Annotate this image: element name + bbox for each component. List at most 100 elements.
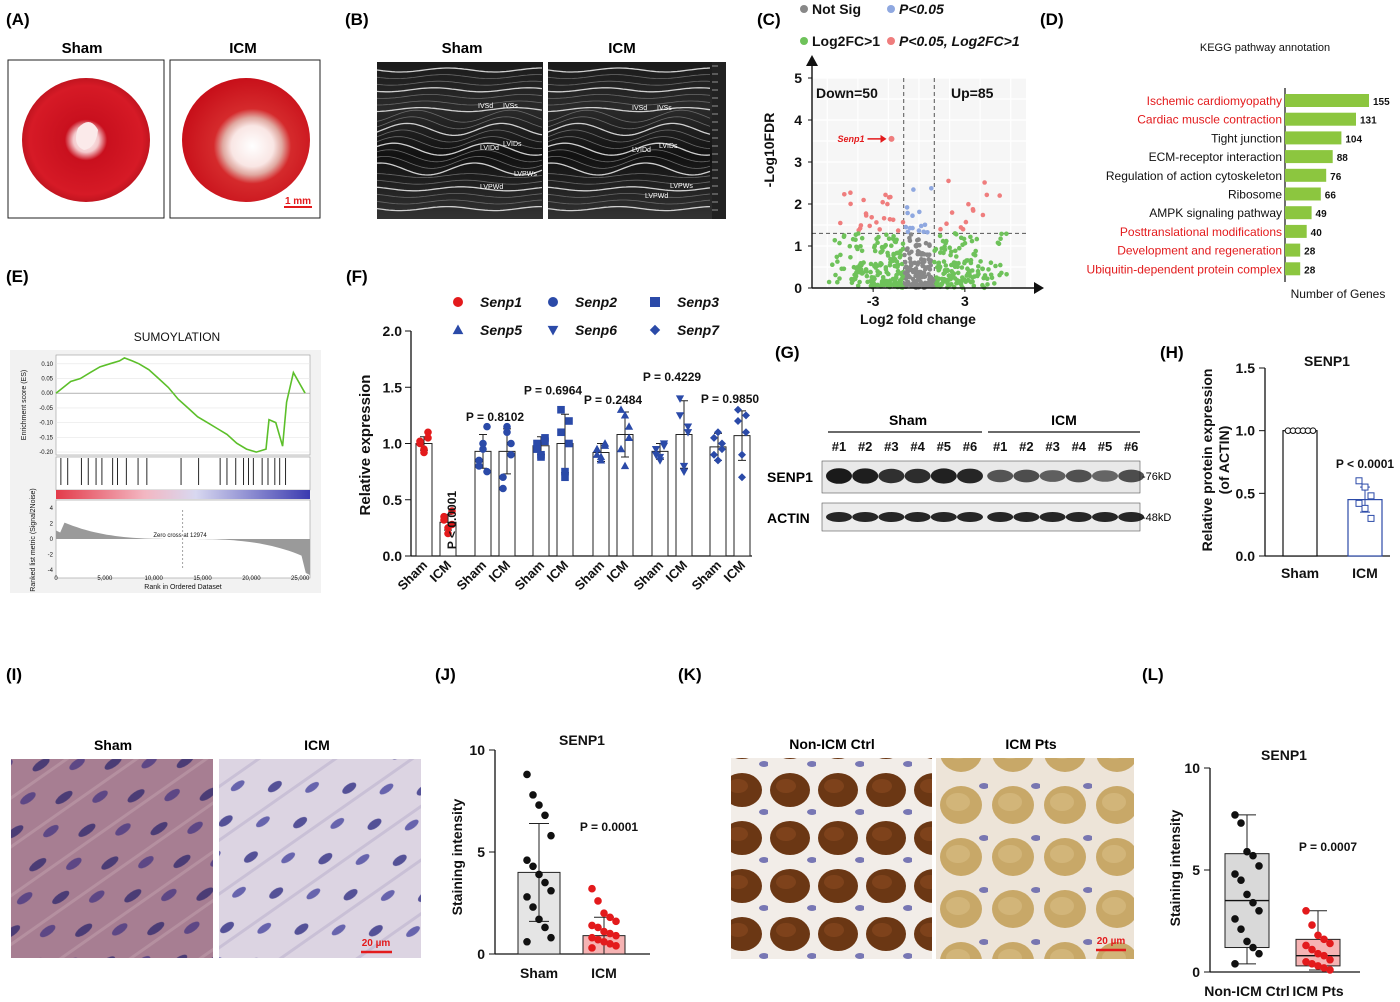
volcano-point [942,277,947,283]
echo-trace-line [376,136,543,150]
wb-y-tick-label: 0.0 [1236,548,1256,564]
volcano-point [909,262,914,268]
box-l-title: SENP1 [1261,747,1307,763]
senp-x-tick-label: Sham [630,558,666,594]
volcano-point [1004,231,1009,237]
panel-g-sham-group: Sham [889,412,927,428]
volcano-point [864,273,870,279]
box-l-data-point [1326,966,1334,974]
panel-c-axes: 0 1 2 3 4 5 -3 3 Log2 fold change -Log10FDR [761,55,1044,327]
panel-b-icm-lvids: LVIDs [659,143,678,150]
stain-j-data-point [541,923,549,932]
senp-data-point [741,411,751,420]
blot-band-senp1 [957,468,983,484]
gsea-y-tick-label: 0.00 [41,391,53,397]
stain-j-data-point [529,791,537,799]
box-l-data-point [1249,851,1257,860]
volcano-point [962,240,968,246]
volcano-point [917,209,922,215]
volcano-point [985,282,990,287]
box-l-data-point [1302,907,1310,915]
senp-y-label: Relative expression [357,375,374,516]
volcano-point [884,232,889,238]
volcano-senp1-label: Senp1 [837,134,864,144]
volcano-point [883,265,889,270]
wb-y-label-sub: (of ACTIN) [1216,426,1232,495]
volcano-point [880,199,885,205]
volcano-point [992,281,997,286]
volcano-point [871,281,877,287]
panel-b-icm-ivss: IVSs [657,105,672,112]
wb-data-point [1367,492,1375,500]
volcano-point [944,221,949,226]
volcano-point [981,275,986,281]
volcano-point [962,259,968,265]
blot-band-actin [1039,512,1066,522]
stain-j-p-value: P = 0.0001 [580,820,638,834]
volcano-point [835,279,840,285]
volcano-point [971,251,976,257]
kegg-category: Ribosome [1228,188,1282,202]
box-l-data-point [1249,898,1257,907]
echo-trace-line [547,179,711,185]
volcano-point [895,228,901,233]
volcano-point [941,259,947,264]
volcano-point [869,215,874,220]
senp-data-point [507,450,515,459]
volcano-point [925,230,930,235]
volcano-y-tick-label: 3 [794,154,802,170]
volcano-point [872,248,878,254]
stain-j-title: SENP1 [559,732,605,748]
gsea-x-tick-label: 15,000 [193,576,212,582]
echo-trace-line [376,74,543,79]
volcano-point [907,238,913,243]
volcano-point [954,232,959,237]
kegg-title: KEGG pathway annotation [1200,42,1330,54]
panel-c-legend: Not Sig P<0.05 Log2FC>1 P<0.05, Log2FC>1 [800,1,1020,49]
volcano-point [910,280,916,286]
blot-band-senp1 [826,468,852,484]
volcano-point [875,269,880,274]
volcano-point [837,276,842,281]
volcano-point [939,246,944,251]
volcano-point [826,279,832,285]
volcano-point [956,260,961,266]
volcano-point [948,252,953,258]
panel-i-icm-label: ICM [304,737,330,753]
stain-j-y-label: Staining intensity [449,798,465,915]
volcano-point [947,245,952,250]
senp-data-point [655,453,665,462]
stain-j-data-point [523,856,531,864]
volcano-point [883,242,888,248]
wb-data-point [1309,427,1317,434]
volcano-point [986,267,991,272]
echo-trace-line [376,142,543,156]
volcano-point [958,235,964,241]
volcano-point [890,236,896,242]
box-l-data-point [1314,931,1322,940]
senp-data-point [499,484,507,493]
volcano-point [900,274,905,279]
senp-data-point [624,433,634,442]
volcano-legend-marker [800,5,808,13]
senp-legend-label: Senp6 [575,322,617,338]
volcano-point [838,252,843,258]
volcano-point [885,201,890,207]
senp-legend-label: Senp7 [677,322,720,338]
panel-b-sham-ivsd: IVSd [478,103,493,110]
senp-data-point [592,450,602,458]
volcano-point [898,279,903,285]
volcano-point [911,187,916,192]
echo-trace-line [376,162,543,176]
panel-l: (L) SENP1 0 5 10 Staining intensity Non-ICM C… [1142,665,1360,999]
blot-band-senp1 [1039,470,1066,482]
volcano-point [854,244,859,250]
volcano-point [953,248,958,254]
senp-x-tick-label: ICM [663,558,690,585]
wb-title: SENP1 [1304,353,1350,369]
panel-b: (B) Sham ICM IVSd IVSs LVIDd LVIDs LVPWs… [345,10,726,219]
echo-trace-line [376,155,543,169]
volcano-point [847,243,853,249]
senp-data-point [709,433,719,442]
gsea-x-tick-label: 25,000 [291,576,310,582]
